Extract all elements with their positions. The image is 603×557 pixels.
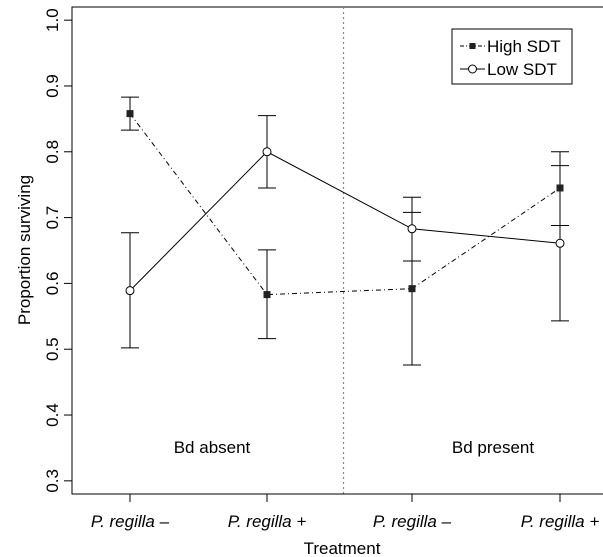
- y-axis: 0.3 0.4 0.5 0.6 0.7 0.8 0.9 1.0: [43, 8, 73, 493]
- x-axis: P. regilla – P. regilla + P. regilla – P. r…: [91, 493, 600, 531]
- point-high-sdt-3: [556, 184, 564, 192]
- point-high-sdt-1: [263, 291, 271, 299]
- legend-marker-low-sdt: [468, 64, 477, 74]
- point-low-sdt-0: [125, 286, 135, 296]
- region-label-bd-absent: Bd absent: [174, 438, 251, 457]
- x-tick-label-2: P. regilla –: [373, 512, 452, 531]
- legend: High SDT Low SDT: [451, 28, 573, 85]
- legend-box: [451, 28, 573, 85]
- legend-label-low-sdt: Low SDT: [487, 60, 557, 79]
- point-high-sdt-2: [408, 285, 416, 293]
- legend-label-high-sdt: High SDT: [487, 37, 561, 56]
- y-tick-label-2: 0.5: [43, 337, 62, 361]
- data-points: [125, 110, 565, 299]
- y-tick-label-3: 0.6: [43, 272, 62, 296]
- point-low-sdt-3: [555, 238, 565, 248]
- y-axis-title: Proportion surviving: [15, 175, 34, 325]
- x-axis-title: Treatment: [304, 539, 381, 557]
- y-tick-label-0: 0.3: [43, 469, 62, 493]
- y-tick-label-7: 1.0: [43, 8, 62, 32]
- x-tick-label-3: P. regilla +: [521, 512, 600, 531]
- legend-marker-high-sdt: [469, 43, 476, 49]
- point-low-sdt-2: [407, 224, 417, 234]
- x-tick-label-0: P. regilla –: [91, 512, 170, 531]
- series-line-high-sdt: [129, 113, 561, 296]
- point-low-sdt-1: [262, 147, 272, 157]
- series-lines: [129, 113, 561, 296]
- series-line-low-sdt: [129, 151, 561, 291]
- point-high-sdt-0: [126, 110, 134, 118]
- y-tick-label-1: 0.4: [43, 403, 62, 427]
- y-tick-label-5: 0.8: [43, 140, 62, 164]
- x-tick-label-1: P. regilla +: [228, 512, 307, 531]
- y-tick-label-6: 0.9: [43, 74, 62, 98]
- region-label-bd-present: Bd present: [452, 438, 534, 457]
- y-tick-label-4: 0.7: [43, 206, 62, 230]
